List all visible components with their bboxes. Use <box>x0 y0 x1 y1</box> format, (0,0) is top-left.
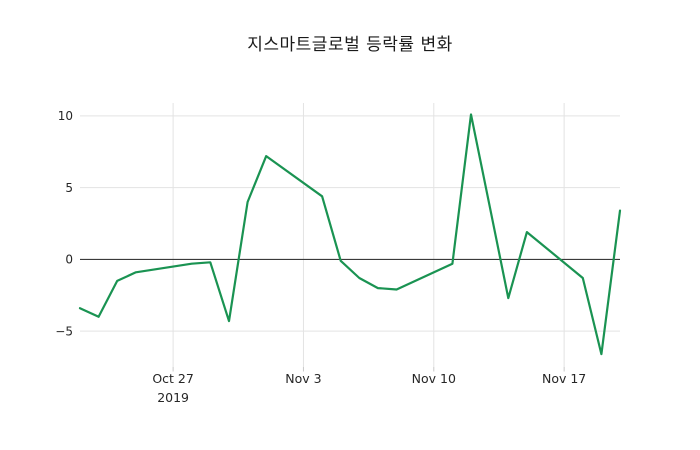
x-tick-sublabel: 2019 <box>157 390 189 405</box>
x-tick-label: Nov 10 <box>412 371 456 386</box>
y-tick-label: −5 <box>55 324 73 338</box>
x-tick-label: Nov 3 <box>285 371 321 386</box>
y-tick-label: 0 <box>65 253 73 267</box>
series-line <box>78 113 622 356</box>
x-tick-label: Nov 17 <box>542 371 586 386</box>
x-tick-label: Oct 27 <box>152 371 194 386</box>
y-tick-label: 5 <box>65 181 73 195</box>
y-tick-label: 10 <box>58 109 73 123</box>
chart-title: 지스마트글로벌 등락률 변화 <box>247 35 453 55</box>
